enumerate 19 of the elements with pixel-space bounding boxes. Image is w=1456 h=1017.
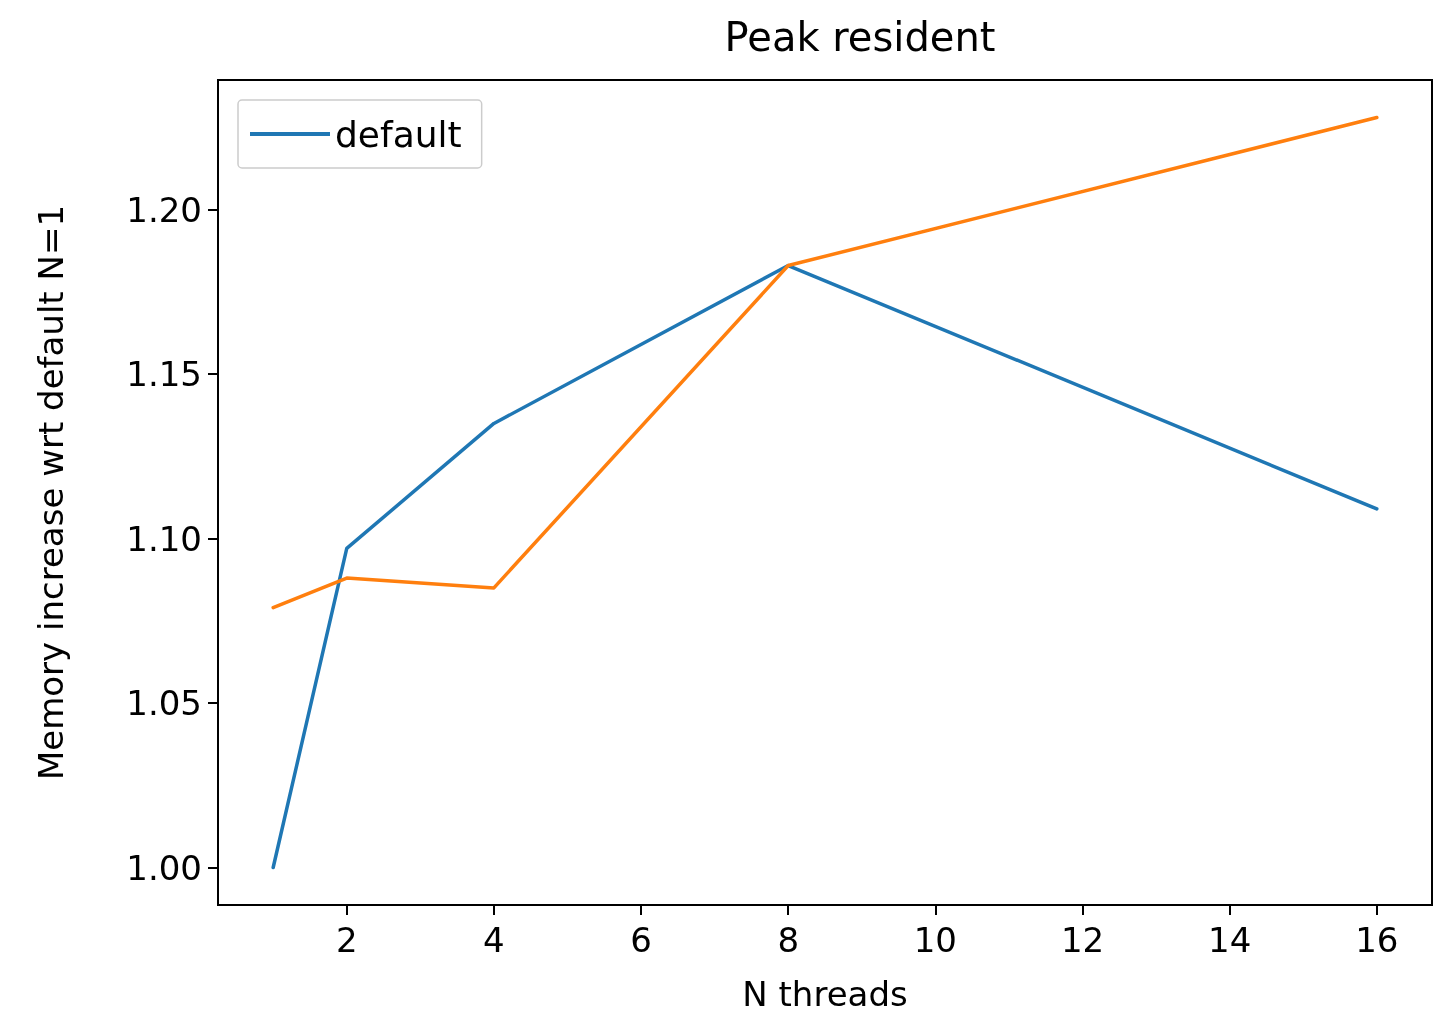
y-tick-label: 1.00	[126, 847, 202, 888]
x-tick-label: 14	[1208, 920, 1252, 960]
y-tick-label: 1.15	[126, 354, 202, 395]
x-tick-label: 6	[630, 920, 652, 960]
y-tick-label: 1.05	[126, 683, 202, 724]
y-axis-title: Memory increase wrt default N=1	[31, 204, 71, 781]
x-tick-label: 8	[777, 920, 800, 960]
legend-label: default	[335, 113, 462, 155]
chart-title: Peak resident	[724, 14, 996, 60]
line-series	[271, 263, 1379, 870]
x-tick-label: 4	[483, 920, 505, 960]
x-tick-label: 10	[913, 920, 957, 960]
x-axis-title: N threads	[742, 974, 908, 1014]
y-tick-label: 1.10	[126, 518, 202, 559]
x-tick-label: 16	[1355, 920, 1399, 960]
y-tick-label: 1.20	[126, 189, 202, 230]
line-series	[271, 115, 1379, 610]
x-tick-label: 12	[1060, 920, 1105, 960]
x-tick-label: 2	[335, 920, 358, 960]
